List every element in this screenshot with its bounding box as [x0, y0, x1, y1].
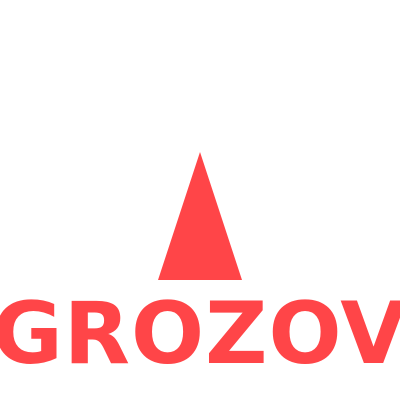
triangle-icon — [156, 152, 244, 282]
brand-wordmark: GROZOV — [0, 284, 400, 384]
